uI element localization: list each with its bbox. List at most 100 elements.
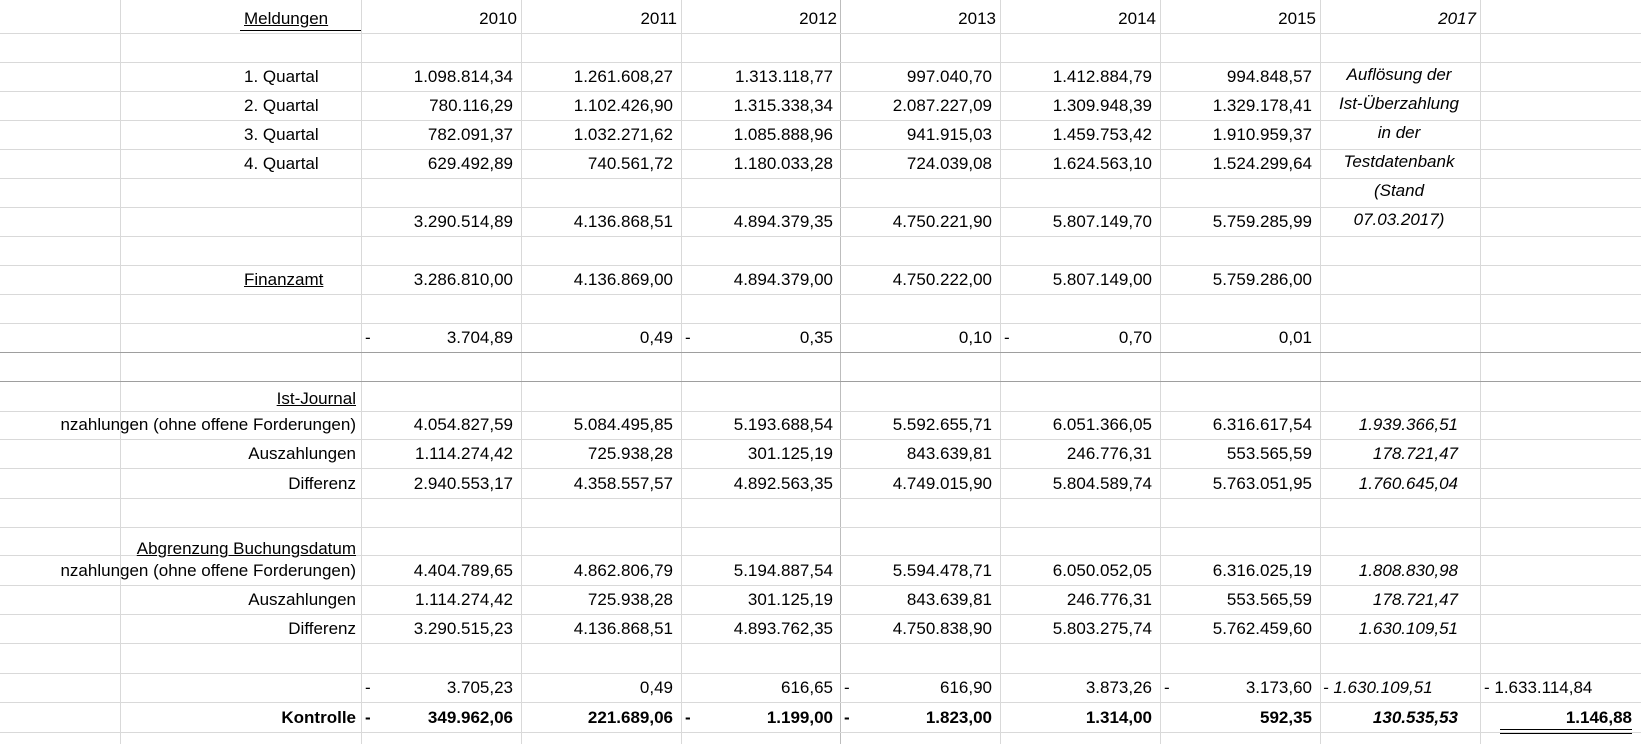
cell-value: 724.039,08 <box>906 154 992 173</box>
grid-row-line <box>0 468 1641 469</box>
kontrolle-total: 1.146,88 <box>1565 708 1632 727</box>
cell-value: 740.561,72 <box>587 154 673 173</box>
grid-row-line <box>0 120 1641 121</box>
sum-value: 5.759.285,99 <box>1212 212 1312 231</box>
header-label: Meldungen <box>244 9 329 28</box>
year-2011: 2011 <box>640 9 677 28</box>
difference-value: 3.705,23 <box>446 678 513 697</box>
finanzamt-value: 5.759.286,00 <box>1212 270 1312 289</box>
grid-row-line <box>0 294 1641 295</box>
cell-value: 1.032.271,62 <box>573 125 673 144</box>
difference-value: 3.873,26 <box>1085 678 1152 697</box>
cell-value: 301.125,19 <box>747 590 833 609</box>
cell-value: 629.492,89 <box>427 154 513 173</box>
cell-value: 1.624.563,10 <box>1052 154 1152 173</box>
note-line: 07.03.2017) <box>1353 210 1445 229</box>
difference-value: 0,10 <box>958 328 992 347</box>
quarter-label: 2. Quartal <box>244 96 319 115</box>
cell-value: 725.938,28 <box>587 444 673 463</box>
kontrolle-value: 349.962,06 <box>427 708 513 727</box>
sum-value: 3.290.514,89 <box>413 212 513 231</box>
cell-value: 246.776,31 <box>1066 444 1152 463</box>
cell-value: 5.594.478,71 <box>892 561 992 580</box>
cell-value: 843.639,81 <box>906 444 992 463</box>
cell-value: 5.193.688,54 <box>733 415 833 434</box>
grid-row-line <box>0 178 1641 179</box>
grid-row-line <box>0 614 1641 615</box>
quarter-label: 1. Quartal <box>244 67 319 86</box>
finanzamt-value: 5.807.149,00 <box>1052 270 1152 289</box>
note-line: Ist-Überzahlung <box>1338 94 1459 113</box>
difference-value: 0,70 <box>1118 328 1152 347</box>
quarter-label: 4. Quartal <box>244 154 319 173</box>
cell-value: 1.412.884,79 <box>1052 67 1152 86</box>
cell-value: 1.085.888,96 <box>733 125 833 144</box>
finanzamt-value: 4.136.869,00 <box>573 270 673 289</box>
double-underline <box>1500 729 1632 734</box>
year-2012: 2012 <box>799 9 837 28</box>
sum-value: 4.750.221,90 <box>892 212 992 231</box>
cell-value: 1.098.814,34 <box>413 67 513 86</box>
grid-row-line <box>0 381 1641 382</box>
row-label: nzahlungen (ohne offene Forderungen) <box>60 415 356 434</box>
grid-column-line <box>1320 0 1321 744</box>
year-2014: 2014 <box>1118 9 1156 28</box>
cell-value: 5.762.459,60 <box>1212 619 1312 638</box>
cell-value: 1.102.426,90 <box>573 96 673 115</box>
cell-value: 4.404.789,65 <box>413 561 513 580</box>
difference-value: 616,90 <box>940 678 992 697</box>
grid-row-line <box>0 91 1641 92</box>
value-2017: 178.721,47 <box>1372 444 1458 463</box>
grid-row-line <box>0 702 1641 703</box>
difference-value: 616,65 <box>781 678 833 697</box>
year-2015: 2015 <box>1278 9 1316 28</box>
grid-column-line <box>681 0 682 744</box>
cell-value: 5.592.655,71 <box>892 415 992 434</box>
grid-row-line <box>0 33 1641 34</box>
cell-value: 1.180.033,28 <box>733 154 833 173</box>
negative-sign: - <box>844 708 850 727</box>
finanzamt-value: 3.286.810,00 <box>413 270 513 289</box>
finanzamt-value: 4.894.379,00 <box>733 270 833 289</box>
row-label: Auszahlungen <box>248 590 356 609</box>
cell-value: 4.749.015,90 <box>892 474 992 493</box>
negative-sign: - <box>365 328 371 347</box>
finanzamt-label: Finanzamt <box>244 270 324 289</box>
cell-value: 5.194.887,54 <box>733 561 833 580</box>
cell-value: 301.125,19 <box>747 444 833 463</box>
kontrolle-value: 1.314,00 <box>1085 708 1152 727</box>
cell-value: 2.940.553,17 <box>413 474 513 493</box>
grid-row-line <box>0 439 1641 440</box>
grid-column-line <box>840 0 841 744</box>
cell-value: 5.763.051,95 <box>1212 474 1312 493</box>
year-2013: 2013 <box>958 9 996 28</box>
grid-row-line <box>0 207 1641 208</box>
row-label: Auszahlungen <box>248 444 356 463</box>
cell-value: 6.051.366,05 <box>1052 415 1152 434</box>
cell-value: 843.639,81 <box>906 590 992 609</box>
cell-value: 3.290.515,23 <box>413 619 513 638</box>
cell-value: 994.848,57 <box>1226 67 1312 86</box>
cell-value: 5.804.589,74 <box>1052 474 1152 493</box>
grid-column-line <box>120 0 121 744</box>
grid-column-line <box>1000 0 1001 744</box>
cell-value: 1.910.959,37 <box>1212 125 1312 144</box>
note-line: Testdatenbank <box>1343 152 1455 171</box>
negative-sign: - <box>1004 328 1010 347</box>
kontrolle-label: Kontrolle <box>281 708 356 727</box>
cell-value: 6.316.025,19 <box>1212 561 1312 580</box>
difference-value: 0,35 <box>799 328 833 347</box>
sum-value: 4.894.379,35 <box>733 212 833 231</box>
grid-row-line <box>0 585 1641 586</box>
value-2017: 1.630.109,51 <box>1358 619 1458 638</box>
cell-value: 1.114.274,42 <box>415 590 513 609</box>
negative-sign: - <box>1164 678 1170 697</box>
grid-row-line <box>0 411 1641 412</box>
cell-value: 1.313.118,77 <box>735 67 833 86</box>
cell-value: 782.091,37 <box>427 125 513 144</box>
cell-value: 780.116,29 <box>429 96 513 115</box>
grid-row-line <box>0 323 1641 324</box>
note-line: Auflösung der <box>1346 65 1452 84</box>
cell-value: 553.565,59 <box>1226 444 1312 463</box>
cell-value: 997.040,70 <box>906 67 992 86</box>
